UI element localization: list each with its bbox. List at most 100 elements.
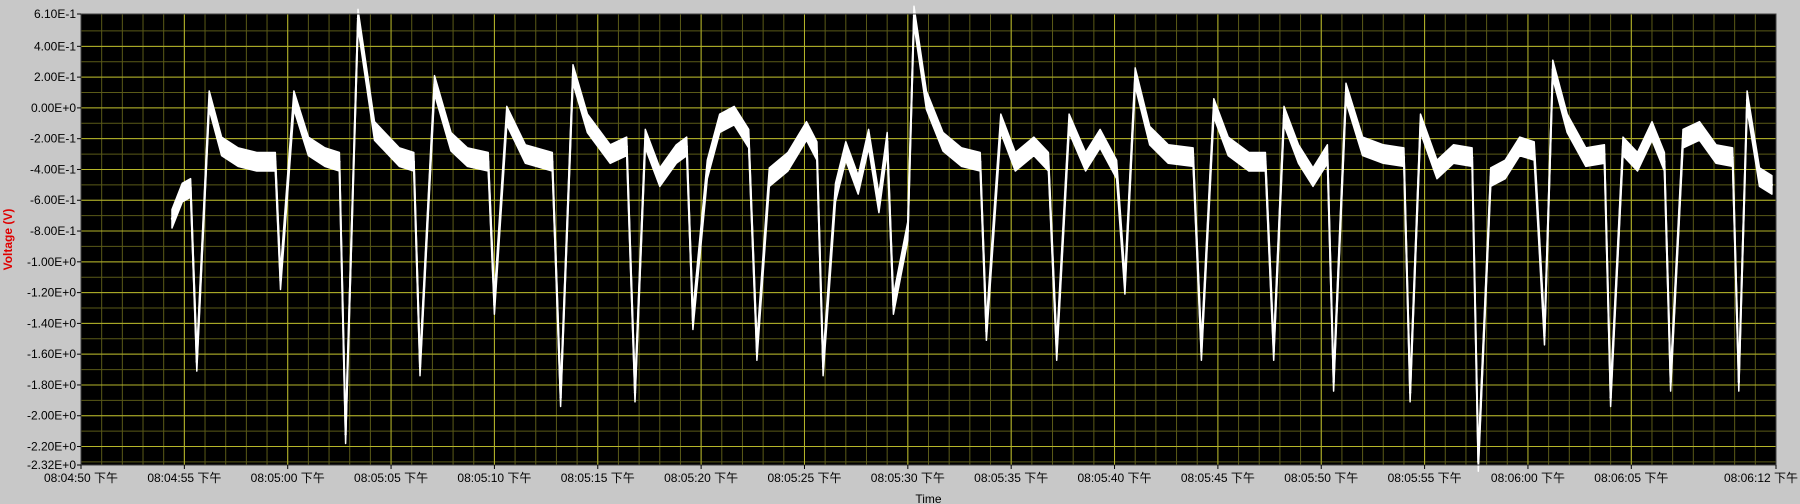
y-tick-label: -1.20E+0 bbox=[27, 286, 76, 300]
data-point bbox=[867, 137, 870, 140]
x-tick-label: 08:06:12 下午 bbox=[1724, 471, 1798, 485]
data-point bbox=[733, 114, 736, 117]
data-point bbox=[985, 329, 988, 333]
data-point bbox=[675, 152, 678, 156]
data-point bbox=[805, 129, 808, 133]
data-point bbox=[1148, 134, 1151, 137]
y-tick-label: -2.32E+0 bbox=[27, 458, 76, 472]
data-point bbox=[1621, 145, 1625, 148]
data-point bbox=[1435, 168, 1439, 171]
data-point bbox=[220, 145, 223, 148]
data-point bbox=[1134, 75, 1137, 79]
data-point bbox=[1264, 160, 1267, 163]
data-point bbox=[609, 152, 612, 156]
y-axis-title: Voltage (V) bbox=[1, 209, 15, 271]
data-point bbox=[1770, 183, 1774, 187]
data-point bbox=[1247, 160, 1251, 163]
data-point bbox=[1489, 176, 1492, 179]
data-point bbox=[1566, 122, 1569, 125]
data-point bbox=[815, 149, 819, 153]
data-point bbox=[768, 176, 771, 179]
y-tick-label: -2.20E+0 bbox=[27, 440, 76, 454]
data-point bbox=[755, 349, 759, 353]
data-point bbox=[999, 122, 1002, 125]
x-tick-label: 08:05:45 下午 bbox=[1181, 471, 1255, 485]
data-point bbox=[551, 160, 554, 163]
x-axis-ticks: 08:04:50 下午 08:04:55 下午 08:05:00 下午 08:05:0… bbox=[44, 465, 1798, 485]
x-tick-label: 08:04:50 下午 bbox=[44, 471, 118, 485]
data-point bbox=[877, 202, 881, 205]
data-point bbox=[292, 99, 296, 102]
x-axis-title: Time bbox=[915, 492, 942, 504]
data-point bbox=[1032, 145, 1036, 148]
data-point bbox=[466, 156, 469, 159]
data-point bbox=[1282, 114, 1286, 117]
data-point bbox=[1584, 156, 1588, 159]
data-point bbox=[1167, 152, 1170, 156]
data-point bbox=[1477, 460, 1480, 464]
data-point bbox=[941, 140, 945, 143]
data-point bbox=[979, 160, 982, 163]
data-point bbox=[1402, 156, 1406, 159]
data-point bbox=[1200, 349, 1203, 353]
data-point bbox=[1408, 391, 1412, 394]
data-point bbox=[195, 360, 198, 364]
y-tick-label: -6.00E-1 bbox=[30, 193, 76, 207]
data-point bbox=[1297, 152, 1300, 156]
data-point bbox=[1311, 176, 1315, 179]
data-point bbox=[625, 145, 628, 148]
data-point bbox=[834, 191, 837, 194]
data-point bbox=[208, 99, 211, 102]
data-point bbox=[1551, 68, 1555, 71]
y-tick-label: -1.00E+0 bbox=[27, 255, 76, 269]
major-gridlines bbox=[80, 13, 1777, 466]
data-point bbox=[1014, 160, 1017, 163]
data-point bbox=[323, 156, 327, 159]
data-point bbox=[1191, 156, 1195, 159]
data-point bbox=[1212, 106, 1216, 110]
data-point bbox=[1714, 152, 1718, 156]
x-tick-label: 08:05:10 下午 bbox=[457, 471, 531, 485]
data-point bbox=[373, 129, 376, 133]
x-tick-label: 08:05:35 下午 bbox=[974, 471, 1048, 485]
data-point bbox=[307, 145, 310, 148]
data-point bbox=[586, 122, 589, 125]
data-point bbox=[279, 279, 282, 282]
data-point bbox=[1681, 137, 1685, 140]
data-point bbox=[1518, 145, 1521, 148]
data-point bbox=[189, 186, 192, 190]
data-point bbox=[418, 365, 422, 368]
data-point bbox=[1470, 156, 1474, 159]
data-point bbox=[844, 149, 847, 153]
data-point bbox=[685, 145, 688, 148]
data-point bbox=[412, 160, 415, 163]
data-point bbox=[892, 303, 895, 307]
data-point bbox=[1098, 137, 1102, 140]
y-tick-label: -2.00E-1 bbox=[30, 132, 76, 146]
data-point bbox=[644, 137, 647, 140]
data-point bbox=[633, 391, 637, 394]
data-point bbox=[886, 140, 889, 143]
x-tick-label: 08:04:55 下午 bbox=[147, 471, 221, 485]
data-point bbox=[1055, 349, 1058, 353]
data-point bbox=[912, 14, 916, 17]
data-point bbox=[1344, 91, 1348, 94]
data-point bbox=[1452, 152, 1455, 156]
x-tick-label: 08:05:25 下午 bbox=[767, 471, 841, 485]
data-point bbox=[398, 156, 401, 159]
data-point bbox=[786, 160, 790, 163]
data-point bbox=[571, 72, 575, 76]
y-tick-label: 6.10E-1 bbox=[34, 7, 76, 21]
y-tick-label: 0.00E+0 bbox=[31, 101, 76, 115]
data-point bbox=[344, 433, 347, 436]
data-point bbox=[1737, 380, 1741, 384]
x-tick-label: 08:05:20 下午 bbox=[664, 471, 738, 485]
data-point bbox=[1698, 129, 1701, 133]
data-point bbox=[1745, 99, 1749, 102]
data-point bbox=[1650, 129, 1654, 133]
data-point bbox=[493, 303, 496, 307]
data-point bbox=[1603, 152, 1606, 156]
data-point bbox=[1115, 168, 1118, 171]
data-point bbox=[1543, 334, 1546, 337]
